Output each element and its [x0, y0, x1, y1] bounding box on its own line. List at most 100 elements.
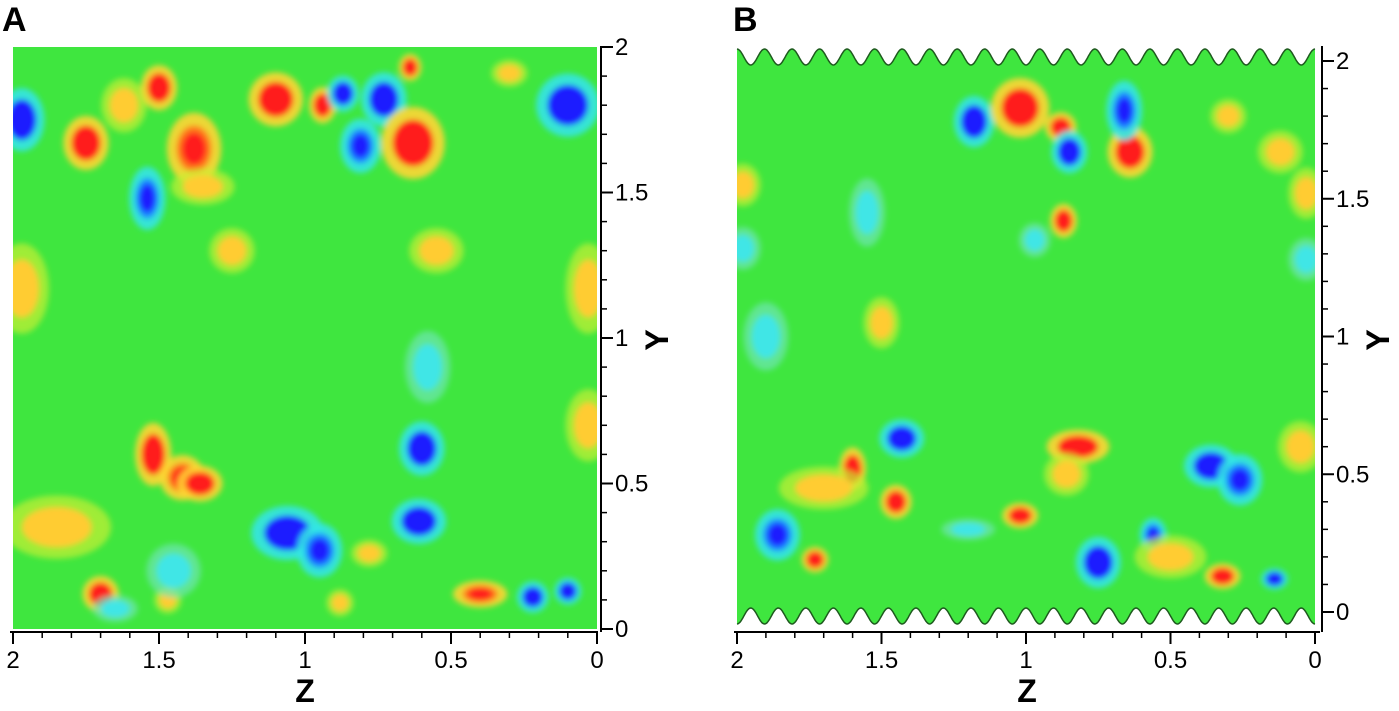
- blob-center: [1268, 574, 1281, 584]
- blob-center: [271, 520, 304, 546]
- x-tick-label: 0: [590, 647, 603, 674]
- lower-wavy-wall: [736, 607, 1316, 625]
- blob-core: [855, 190, 879, 235]
- blob-core: [794, 474, 853, 502]
- blob-core: [13, 259, 40, 318]
- y-tick-label: 2: [615, 34, 628, 61]
- blob-core: [413, 343, 443, 391]
- blob-center: [1053, 120, 1068, 134]
- blob-core: [1024, 229, 1045, 252]
- blob-center: [467, 587, 493, 601]
- y-tick-label: 1.5: [615, 180, 648, 207]
- blob-center: [1012, 509, 1029, 522]
- y-axis-title-a: Y: [639, 329, 675, 350]
- blob-center: [398, 126, 428, 160]
- blob-core: [950, 522, 986, 537]
- blob-core: [331, 594, 349, 612]
- blob-center: [411, 436, 433, 461]
- blob-center: [406, 511, 432, 532]
- blob-center: [75, 130, 97, 156]
- y-tick-label: 2: [1336, 48, 1349, 75]
- blob-center: [1063, 438, 1093, 455]
- blob-center: [767, 523, 788, 547]
- panel-label-a: A: [2, 1, 27, 39]
- panel-a: A Z Y 2 1.5 1 0.5 00 0.5 1 1.5 2: [2, 1, 675, 709]
- blob-center: [1007, 94, 1034, 122]
- blob-core: [109, 87, 139, 123]
- blob-core: [1147, 543, 1194, 571]
- blob-center: [964, 110, 984, 134]
- blob-center: [181, 132, 207, 166]
- y-tick-label: 0: [615, 616, 628, 643]
- axes-b: Z Y 2 1.5 1 0.5 00 0.5 1 1.5 2: [730, 46, 1396, 709]
- blob-core: [357, 544, 381, 563]
- blob-center: [1214, 570, 1231, 582]
- blob-center: [891, 429, 912, 448]
- blob-core: [418, 236, 454, 266]
- x-tick-label: 2: [730, 647, 743, 674]
- x-tick-label: 0.5: [434, 647, 467, 674]
- blob-center: [808, 553, 822, 566]
- heatmap-b: [737, 49, 1315, 624]
- y-tick-label: 1: [615, 325, 628, 352]
- blob-center: [1088, 550, 1109, 574]
- blob-center: [1198, 456, 1224, 476]
- y-tick-label: 1.5: [1336, 186, 1369, 213]
- y-tick-label: 0: [1336, 599, 1349, 626]
- upper-wavy-wall: [736, 48, 1316, 66]
- blob-core: [751, 314, 781, 359]
- blob-core: [869, 306, 894, 340]
- blob-center: [561, 585, 574, 598]
- blob-core: [100, 599, 130, 618]
- x-axis-title-b: Z: [1017, 673, 1037, 709]
- blob-core: [217, 236, 247, 266]
- blob-center: [1119, 140, 1141, 164]
- blob-center: [553, 90, 583, 120]
- blob-center: [144, 440, 162, 469]
- blob-center: [189, 475, 211, 492]
- blob-center: [139, 184, 156, 213]
- blob-center: [525, 589, 540, 605]
- blob-core: [573, 402, 597, 449]
- blob-core: [1216, 105, 1240, 128]
- blob-core: [1294, 245, 1315, 274]
- x-tick-label: 0: [1308, 647, 1321, 674]
- blob-core: [1052, 460, 1081, 489]
- y-tick-label: 0.5: [1336, 461, 1369, 488]
- heatmap-a-blobs: [13, 53, 597, 623]
- y-tick-label: 1: [1336, 324, 1349, 351]
- blob-center: [888, 494, 904, 510]
- blob-center: [373, 87, 395, 112]
- heatmap-b-blobs: [737, 77, 1315, 590]
- blob-center: [316, 97, 329, 114]
- blob-core: [737, 171, 755, 199]
- blob-core: [182, 175, 224, 199]
- panel-label-b: B: [733, 1, 758, 39]
- blob-center: [309, 538, 330, 563]
- blob-center: [1057, 213, 1070, 229]
- blob-core: [737, 234, 755, 263]
- blob-center: [150, 77, 168, 98]
- blob-core: [1294, 176, 1315, 210]
- blob-center: [263, 87, 289, 112]
- y-tick-label: 0.5: [615, 471, 648, 498]
- blob-center: [1116, 97, 1133, 125]
- blob-core: [156, 553, 192, 589]
- blob-core: [1286, 430, 1315, 464]
- blob-center: [1061, 142, 1078, 162]
- x-tick-label: 0.5: [1154, 647, 1187, 674]
- x-tick-label: 1: [1019, 647, 1032, 674]
- heatmap-a: [13, 47, 597, 629]
- panel-b: B Z Y 2 1.5 1 0.5 00 0.5 1 1.5 2: [730, 1, 1396, 709]
- axes-a: Z Y 2 1.5 1 0.5 00 0.5 1 1.5 2: [6, 34, 675, 709]
- blob-center: [1229, 468, 1250, 492]
- blob-center: [335, 85, 351, 102]
- x-tick-label: 1: [298, 647, 311, 674]
- blob-center: [405, 61, 416, 74]
- blob-center: [351, 133, 370, 159]
- blob-core: [1265, 138, 1295, 166]
- blob-core: [21, 506, 92, 548]
- blob-core: [573, 259, 597, 318]
- blob-center: [13, 105, 32, 135]
